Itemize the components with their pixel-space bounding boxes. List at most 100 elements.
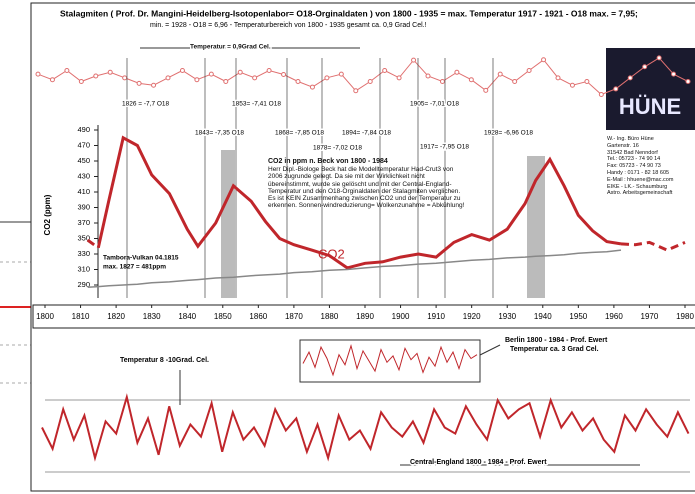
label: max. 1827 = 481ppm — [103, 264, 166, 271]
marker — [123, 76, 127, 80]
address-line: W.- Ing. Büro Hüne — [607, 136, 673, 143]
marker — [643, 65, 647, 69]
marker — [296, 80, 300, 84]
x-tick-label: 1870 — [285, 312, 303, 321]
y-tick-label: 410 — [77, 187, 90, 196]
x-tick-label: 1820 — [107, 312, 125, 321]
marker — [585, 80, 589, 84]
inset-frame — [300, 340, 480, 382]
marker — [94, 74, 98, 78]
y-tick-label: 390 — [77, 202, 90, 211]
marker — [310, 85, 314, 89]
label: Berlin 1800 - 1984 - Prof. Ewert — [505, 337, 608, 344]
note-text: Herr Dipl.-Biologe Beck hat die Modellte… — [268, 166, 466, 210]
x-tick-label: 1810 — [72, 312, 90, 321]
y-tick-label: 330 — [77, 249, 90, 258]
figure: Stalagmiten ( Prof. Dr. Mangini-Heidelbe… — [0, 0, 695, 494]
label: 1894= -7,84 O18 — [342, 130, 391, 137]
label: 1917= -7,95 O18 — [420, 144, 469, 151]
x-tick-label: 1840 — [178, 312, 196, 321]
title: Stalagmiten ( Prof. Dr. Mangini-Heidelbe… — [60, 8, 638, 18]
y-tick-label: 310 — [77, 264, 90, 273]
x-tick-label: 1850 — [214, 312, 232, 321]
shade — [221, 150, 235, 298]
marker — [339, 72, 343, 76]
label: 1928= -6,96 O18 — [484, 130, 533, 137]
marker — [383, 68, 387, 72]
marker — [368, 80, 372, 84]
marker — [166, 76, 170, 80]
marker — [137, 81, 141, 85]
marker — [672, 72, 676, 76]
marker — [50, 78, 54, 82]
marker — [686, 80, 690, 84]
label: 1826 = -7,7 O18 — [122, 101, 170, 108]
marker — [614, 87, 618, 91]
marker — [657, 56, 661, 60]
marker — [542, 58, 546, 62]
marker — [455, 70, 459, 74]
marker — [527, 68, 531, 72]
y-axis-label: CO2 (ppm) — [43, 194, 52, 235]
x-tick-label: 1920 — [463, 312, 481, 321]
x-tick-label: 1980 — [676, 312, 694, 321]
marker — [397, 76, 401, 80]
marker — [65, 68, 69, 72]
address-line: Handy : 0171 - 82 18 605 — [607, 170, 673, 177]
x-tick-label: 1890 — [356, 312, 374, 321]
address-line: 31542 Bad Nenndorf — [607, 150, 673, 157]
label: 1878= -7,02 O18 — [313, 145, 362, 152]
marker — [570, 83, 574, 87]
marker — [238, 70, 242, 74]
x-tick-label: 1860 — [249, 312, 267, 321]
marker — [224, 80, 228, 84]
x-tick-label: 1940 — [534, 312, 552, 321]
marker — [513, 80, 517, 84]
marker — [152, 83, 156, 87]
marker — [412, 58, 416, 62]
address-line: Fax: 05723 - 74 90 73 — [607, 163, 673, 170]
label: 1868= -7,85 O18 — [275, 130, 324, 137]
x-tick-label: 1910 — [427, 312, 445, 321]
address-line: Astro. Arbeitsgemeinschaft — [607, 190, 673, 197]
y-tick-label: 490 — [77, 125, 90, 134]
logo-text: HÜNE — [619, 94, 681, 119]
marker — [267, 68, 271, 72]
label: Temperatur 8 -10Grad. Cel. — [120, 357, 209, 364]
x-tick-label: 1970 — [641, 312, 659, 321]
label: 1843= -7,35 O18 — [195, 130, 244, 137]
marker — [282, 73, 286, 77]
title: min. = 1928 - O18 = 6,96 - Temperaturber… — [150, 22, 427, 29]
address-line: Tel.: 05723 - 74 90 14 — [607, 156, 673, 163]
x-tick-label: 1950 — [569, 312, 587, 321]
marker — [469, 78, 473, 82]
x-tick-label: 1930 — [498, 312, 516, 321]
note-title: CO2 in ppm n. Beck von 1800 - 1984 — [268, 158, 463, 166]
marker — [253, 76, 257, 80]
marker — [628, 76, 632, 80]
marker — [556, 76, 560, 80]
x-tick-label: 1900 — [392, 312, 410, 321]
label: Temperatur ca. 3 Grad Cel. — [510, 346, 599, 353]
marker — [354, 89, 358, 93]
y-tick-label: 470 — [77, 140, 90, 149]
marker — [209, 72, 213, 76]
label: Central-England 1800 - 1984 - Prof. Ewer… — [410, 459, 547, 466]
y-tick-label: 450 — [77, 156, 90, 165]
address-line: Gartenstr. 16 — [607, 143, 673, 150]
label: 1905= -7,01 O18 — [410, 101, 459, 108]
x-tick-label: 1960 — [605, 312, 623, 321]
marker — [498, 72, 502, 76]
marker — [36, 72, 40, 76]
marker — [195, 78, 199, 82]
marker — [484, 88, 488, 92]
address-line: EIKE - LK.- Schaumburg — [607, 184, 673, 191]
y-tick-label: 370 — [77, 218, 90, 227]
address-line: E-Mail : hhuene@mac.com — [607, 177, 673, 184]
marker — [599, 92, 603, 96]
label: CO2 — [318, 246, 345, 261]
y-tick-label: 430 — [77, 171, 90, 180]
page: Stalagmiten ( Prof. Dr. Mangini-Heidelbe… — [0, 0, 695, 494]
x-tick-label: 1880 — [321, 312, 339, 321]
